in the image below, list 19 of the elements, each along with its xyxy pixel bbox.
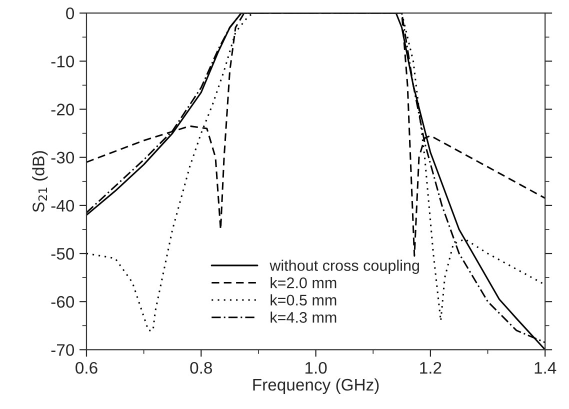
x-tick-label: 0.6	[76, 362, 98, 374]
y-tick-label: -10	[51, 56, 74, 68]
legend-label: k=4.3 mm	[270, 312, 336, 323]
y-tick-label: -50	[51, 248, 74, 260]
legend-label: without cross coupling	[270, 260, 419, 274]
x-tick-label: 1.0	[305, 362, 327, 374]
y-tick-label: -20	[51, 104, 74, 116]
y-tick-label: 0	[66, 7, 74, 20]
x-axis-title: Frequency (GHz)	[253, 378, 379, 394]
x-tick-label: 1.2	[420, 362, 442, 374]
y-tick-label: -60	[51, 296, 74, 308]
y-axis-title: S$_{21}$ (dB)	[32, 151, 48, 212]
y-tick-label: -70	[51, 344, 74, 356]
x-tick-label: 0.8	[190, 362, 212, 374]
legend-label: k=0.5 mm	[270, 294, 336, 306]
y-tick-label: -40	[51, 200, 74, 212]
y-tick-label: -30	[51, 152, 74, 164]
legend-label: k=2.0 mm	[270, 277, 336, 288]
x-tick-label: 1.4	[534, 362, 556, 374]
